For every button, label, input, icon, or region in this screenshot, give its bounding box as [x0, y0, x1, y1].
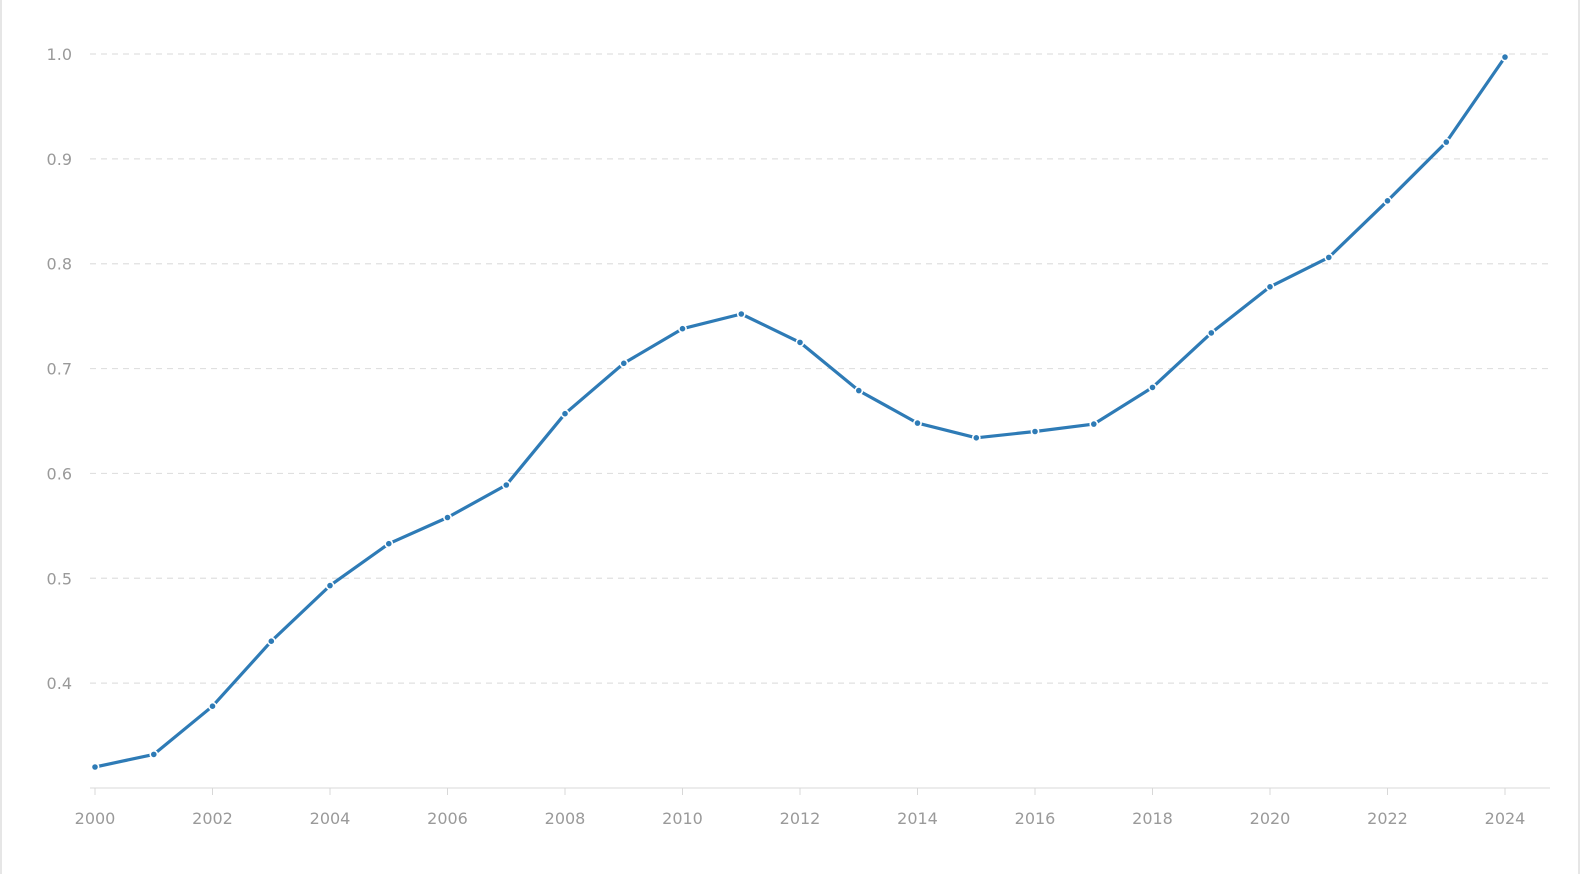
x-tick-label: 2022 [1367, 809, 1408, 828]
y-tick-label: 1.0 [47, 45, 72, 64]
x-tick-label: 2008 [545, 809, 586, 828]
x-axis-labels: 2000 2002 2004 2006 2008 2010 2012 2014 2016 2018… [75, 809, 1526, 828]
x-axis [90, 787, 1550, 795]
data-point-2016[interactable] [1030, 427, 1040, 436]
x-tick-label: 2002 [192, 809, 233, 828]
x-tick-label: 2000 [75, 809, 116, 828]
data-point-2009[interactable] [619, 358, 629, 368]
data-point-2013[interactable] [854, 386, 864, 395]
data-point-2005[interactable] [384, 539, 394, 549]
data-point-2000[interactable] [90, 762, 100, 772]
x-tick-label: 2010 [662, 809, 703, 828]
x-tick-label: 2016 [1015, 809, 1056, 828]
data-point-2012[interactable] [795, 337, 805, 347]
data-point-2008[interactable] [560, 409, 570, 419]
y-tick-label: 0.4 [47, 674, 72, 693]
data-point-2021[interactable] [1324, 252, 1334, 262]
data-point-2011[interactable] [736, 309, 746, 319]
x-tick-label: 2024 [1485, 809, 1526, 828]
x-tick-label: 2012 [780, 809, 821, 828]
data-point-2004[interactable] [325, 581, 335, 590]
x-tick-label: 2004 [310, 809, 351, 828]
x-tick-label: 2020 [1250, 809, 1291, 828]
data-point-2022[interactable] [1383, 196, 1392, 206]
data-point-2001[interactable] [149, 750, 159, 759]
data-point-2023[interactable] [1441, 137, 1451, 147]
y-axis-labels: 0.4 0.5 0.6 0.7 0.8 0.9 1.0 [47, 45, 72, 693]
y-tick-label: 0.9 [47, 150, 72, 169]
series-layer [90, 52, 1510, 772]
y-tick-label: 0.8 [47, 255, 72, 274]
data-point-2024[interactable] [1500, 52, 1510, 62]
x-tick-label: 2018 [1132, 809, 1173, 828]
data-point-2003[interactable] [266, 636, 276, 646]
data-point-2019[interactable] [1206, 328, 1216, 338]
y-tick-label: 0.5 [47, 569, 72, 588]
y-tick-label: 0.6 [47, 464, 72, 483]
data-point-2014[interactable] [913, 418, 922, 428]
grid-lines [90, 53, 1550, 684]
data-point-2007[interactable] [501, 480, 511, 490]
series-line [93, 55, 1507, 769]
data-point-2006[interactable] [443, 513, 452, 522]
x-tick-label: 2014 [897, 809, 938, 828]
data-point-2010[interactable] [678, 324, 687, 334]
data-point-2020[interactable] [1265, 282, 1275, 292]
y-tick-label: 0.7 [47, 360, 72, 379]
data-point-2017[interactable] [1089, 419, 1099, 429]
data-point-2015[interactable] [971, 433, 981, 443]
data-point-2018[interactable] [1148, 382, 1157, 392]
x-tick-label: 2006 [427, 809, 468, 828]
data-point-2002[interactable] [208, 701, 217, 711]
